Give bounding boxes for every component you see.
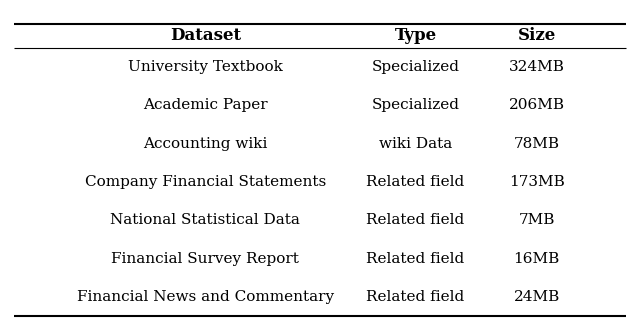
Text: Company Financial Statements: Company Financial Statements (84, 175, 326, 189)
Text: Specialized: Specialized (372, 98, 460, 112)
Text: Dataset: Dataset (170, 28, 241, 44)
Text: Financial News and Commentary: Financial News and Commentary (77, 290, 334, 304)
Text: University Textbook: University Textbook (128, 60, 283, 74)
Text: 173MB: 173MB (509, 175, 564, 189)
Text: Financial Survey Report: Financial Survey Report (111, 252, 300, 266)
Text: 206MB: 206MB (509, 98, 564, 112)
Text: National Statistical Data: National Statistical Data (110, 214, 300, 227)
Text: Type: Type (394, 28, 436, 44)
Text: Related field: Related field (367, 252, 465, 266)
Text: Academic Paper: Academic Paper (143, 98, 268, 112)
Text: 78MB: 78MB (514, 137, 559, 151)
Text: Accounting wiki: Accounting wiki (143, 137, 268, 151)
Text: Specialized: Specialized (372, 60, 460, 74)
Text: Related field: Related field (367, 175, 465, 189)
Text: 16MB: 16MB (513, 252, 560, 266)
Text: 324MB: 324MB (509, 60, 564, 74)
Text: Related field: Related field (367, 214, 465, 227)
Text: 24MB: 24MB (513, 290, 560, 304)
Text: Size: Size (518, 28, 556, 44)
Text: wiki Data: wiki Data (379, 137, 452, 151)
Text: 7MB: 7MB (518, 214, 555, 227)
Text: Related field: Related field (367, 290, 465, 304)
